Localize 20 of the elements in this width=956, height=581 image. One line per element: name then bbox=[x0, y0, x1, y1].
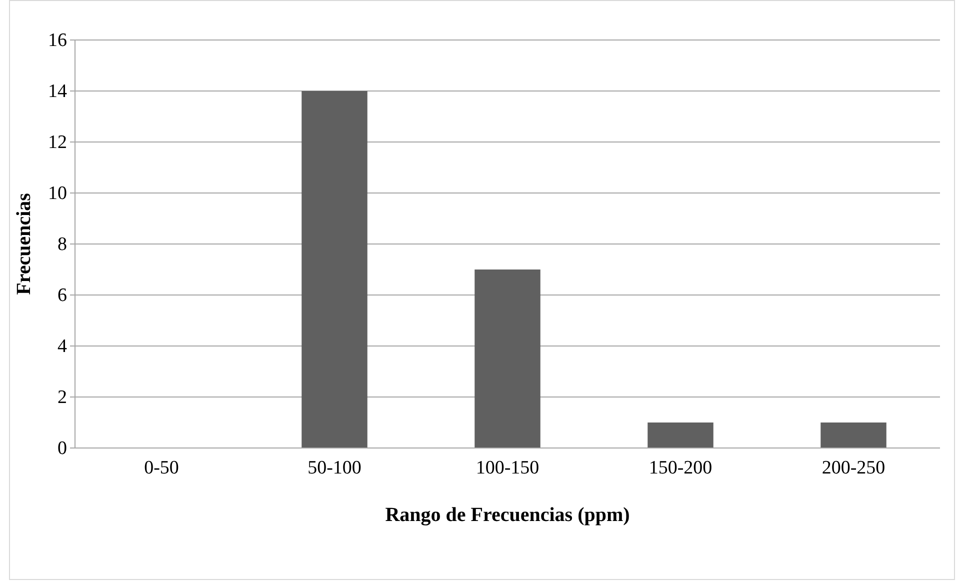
y-tick-label: 16 bbox=[48, 30, 67, 52]
y-tick-label: 4 bbox=[58, 336, 68, 358]
y-tick-label: 8 bbox=[58, 234, 67, 256]
bar bbox=[302, 91, 368, 448]
y-tick-label: 10 bbox=[48, 183, 67, 204]
y-tick-label: 2 bbox=[58, 387, 67, 408]
y-axis-title: Frecuencias bbox=[13, 192, 35, 295]
x-tick-label: 100-150 bbox=[476, 457, 540, 478]
bar bbox=[648, 422, 714, 448]
y-tick-label: 0 bbox=[58, 438, 67, 460]
x-tick-label: 200-250 bbox=[822, 457, 886, 478]
y-tick-label: 14 bbox=[48, 81, 68, 102]
y-tick-label: 6 bbox=[58, 285, 67, 306]
x-axis-title: Rango de Frecuencias (ppm) bbox=[385, 504, 630, 526]
x-tick-label: 50-100 bbox=[308, 457, 362, 478]
bar bbox=[820, 422, 886, 448]
y-tick-label: 12 bbox=[48, 132, 67, 154]
x-tick-label: 150-200 bbox=[648, 457, 712, 478]
x-tick-label: 0-50 bbox=[144, 457, 179, 478]
bar bbox=[474, 270, 540, 448]
